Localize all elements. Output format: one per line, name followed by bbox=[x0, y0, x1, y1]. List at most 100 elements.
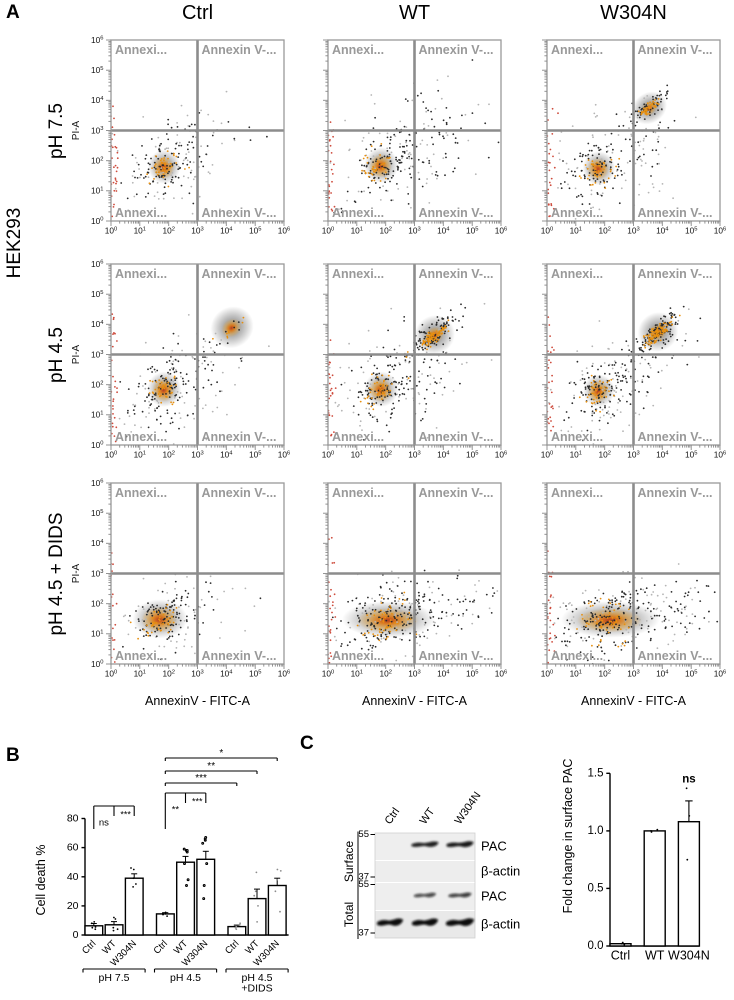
svg-text:102: 102 bbox=[598, 450, 610, 460]
svg-text:100: 100 bbox=[91, 216, 103, 226]
svg-text:1.5: 1.5 bbox=[587, 767, 603, 779]
svg-text:***: *** bbox=[120, 810, 131, 820]
svg-text:Annexi...: Annexi... bbox=[115, 206, 167, 220]
svg-text:102: 102 bbox=[598, 669, 610, 679]
svg-text:103: 103 bbox=[191, 669, 203, 679]
svg-text:Annexin V-...: Annexin V-... bbox=[202, 486, 277, 500]
svg-text:55: 55 bbox=[358, 829, 369, 840]
svg-text:Annexin V-...: Annexin V-... bbox=[202, 430, 277, 444]
svg-text:104: 104 bbox=[220, 450, 233, 460]
svg-text:100: 100 bbox=[91, 659, 103, 669]
svg-text:101: 101 bbox=[91, 186, 103, 196]
svg-text:103: 103 bbox=[408, 669, 420, 679]
svg-text:103: 103 bbox=[191, 450, 203, 460]
svg-text:102: 102 bbox=[162, 450, 174, 460]
svg-text:106: 106 bbox=[714, 450, 726, 460]
svg-text:101: 101 bbox=[351, 669, 363, 679]
svg-text:Annexi...: Annexi... bbox=[551, 430, 603, 444]
svg-text:PAC: PAC bbox=[481, 889, 507, 904]
svg-text:105: 105 bbox=[91, 289, 103, 299]
svg-text:Annexi...: Annexi... bbox=[551, 649, 603, 663]
svg-text:105: 105 bbox=[685, 669, 697, 679]
svg-text:104: 104 bbox=[656, 226, 669, 236]
svg-text:**: ** bbox=[207, 761, 215, 772]
svg-text:103: 103 bbox=[627, 669, 639, 679]
svg-text:Annexi...: Annexi... bbox=[332, 430, 384, 444]
svg-text:101: 101 bbox=[91, 629, 103, 639]
svg-text:PI-A: PI-A bbox=[71, 344, 82, 364]
svg-text:105: 105 bbox=[685, 450, 697, 460]
svg-text:Annexin V-...: Annexin V-... bbox=[419, 649, 494, 663]
svg-text:Annexi...: Annexi... bbox=[551, 486, 603, 500]
svg-text:β-actin: β-actin bbox=[481, 864, 520, 879]
svg-text:101: 101 bbox=[570, 450, 582, 460]
svg-text:Annexin V-...: Annexin V-... bbox=[638, 430, 713, 444]
svg-text:103: 103 bbox=[408, 226, 420, 236]
svg-text:106: 106 bbox=[714, 669, 726, 679]
svg-text:104: 104 bbox=[656, 669, 669, 679]
svg-text:37: 37 bbox=[358, 928, 369, 939]
svg-text:Annexi...: Annexi... bbox=[115, 43, 167, 57]
svg-text:Annexi...: Annexi... bbox=[332, 649, 384, 663]
svg-text:105: 105 bbox=[466, 450, 478, 460]
svg-text:Annexi...: Annexi... bbox=[115, 267, 167, 281]
svg-text:103: 103 bbox=[191, 226, 203, 236]
svg-text:106: 106 bbox=[91, 259, 103, 269]
svg-text:Surface: Surface bbox=[342, 840, 356, 882]
svg-text:Annexin V-...: Annexin V-... bbox=[202, 649, 277, 663]
svg-text:102: 102 bbox=[91, 380, 103, 390]
svg-text:1.0: 1.0 bbox=[587, 825, 603, 837]
svg-text:102: 102 bbox=[162, 226, 174, 236]
svg-text:104: 104 bbox=[437, 226, 450, 236]
svg-text:Annexi...: Annexi... bbox=[332, 43, 384, 57]
svg-text:102: 102 bbox=[379, 450, 391, 460]
svg-text:Annexin V-...: Annexin V-... bbox=[419, 43, 494, 57]
svg-text:Annexin V-...: Annexin V-... bbox=[419, 206, 494, 220]
svg-text:104: 104 bbox=[91, 95, 104, 105]
svg-text:60: 60 bbox=[67, 842, 79, 854]
svg-text:103: 103 bbox=[91, 568, 103, 578]
svg-text:106: 106 bbox=[714, 226, 726, 236]
svg-text:105: 105 bbox=[249, 450, 261, 460]
svg-text:101: 101 bbox=[351, 450, 363, 460]
svg-text:104: 104 bbox=[437, 450, 450, 460]
svg-text:pH 7.5: pH 7.5 bbox=[99, 972, 130, 984]
svg-text:100: 100 bbox=[541, 226, 553, 236]
svg-text:102: 102 bbox=[91, 599, 103, 609]
svg-text:105: 105 bbox=[466, 669, 478, 679]
svg-text:Ctrl: Ctrl bbox=[383, 806, 403, 827]
svg-text:Annexin V-...: Annexin V-... bbox=[419, 486, 494, 500]
svg-text:103: 103 bbox=[91, 349, 103, 359]
svg-text:101: 101 bbox=[134, 450, 146, 460]
svg-text:101: 101 bbox=[91, 410, 103, 420]
svg-text:102: 102 bbox=[379, 226, 391, 236]
svg-text:PI-A: PI-A bbox=[71, 120, 82, 140]
svg-text:104: 104 bbox=[437, 669, 450, 679]
svg-text:Annexi...: Annexi... bbox=[332, 486, 384, 500]
svg-text:W304N: W304N bbox=[453, 790, 484, 827]
svg-text:103: 103 bbox=[627, 450, 639, 460]
svg-text:Total: Total bbox=[342, 902, 356, 927]
svg-text:105: 105 bbox=[249, 669, 261, 679]
svg-text:Annexi...: Annexi... bbox=[551, 267, 603, 281]
svg-text:Annexi...: Annexi... bbox=[551, 43, 603, 57]
svg-text:105: 105 bbox=[466, 226, 478, 236]
svg-text:102: 102 bbox=[162, 669, 174, 679]
svg-text:80: 80 bbox=[67, 813, 79, 825]
svg-text:**: ** bbox=[172, 805, 180, 816]
svg-text:β-actin: β-actin bbox=[481, 917, 520, 932]
svg-text:100: 100 bbox=[105, 450, 117, 460]
svg-text:ns: ns bbox=[682, 773, 695, 785]
svg-text:*: * bbox=[219, 748, 223, 759]
svg-text:Annexin V-...: Annexin V-... bbox=[202, 267, 277, 281]
svg-text:104: 104 bbox=[220, 669, 233, 679]
svg-text:40: 40 bbox=[67, 871, 79, 883]
svg-text:100: 100 bbox=[322, 226, 334, 236]
svg-text:Annexi...: Annexi... bbox=[551, 206, 603, 220]
svg-text:104: 104 bbox=[91, 319, 104, 329]
svg-text:20: 20 bbox=[67, 900, 79, 912]
svg-text:Ctrl: Ctrl bbox=[152, 939, 170, 957]
svg-text:Ctrl: Ctrl bbox=[610, 948, 629, 962]
svg-text:102: 102 bbox=[598, 226, 610, 236]
svg-text:100: 100 bbox=[91, 440, 103, 450]
